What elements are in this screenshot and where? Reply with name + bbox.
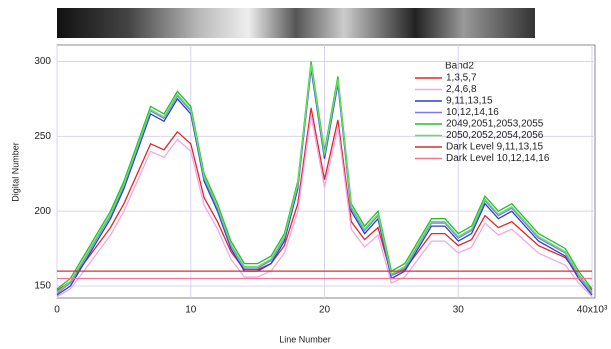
y-tick-label: 250 <box>34 131 51 142</box>
legend-label: 2,4,6,8 <box>446 84 477 95</box>
x-tick-label: 20 <box>319 305 331 316</box>
legend-title: Band2 <box>445 61 474 72</box>
y-tick-label: 300 <box>34 56 51 67</box>
legend-label: Dark Level 10,12,14,16 <box>446 153 550 164</box>
legend-label: 10,12,14,16 <box>446 107 499 118</box>
y-tick-label: 150 <box>34 281 51 292</box>
x-tick-label: 30 <box>453 305 465 316</box>
legend-label: 1,3,5,7 <box>446 73 477 84</box>
legend-label: Dark Level 9,11,13,15 <box>446 142 544 153</box>
y-tick-label: 200 <box>34 206 51 217</box>
chart: Line Number Digital Number Band2 1502002… <box>0 0 611 349</box>
legend-label: 2049,2051,2053,2055 <box>446 119 544 130</box>
legend-label: 9,11,13,15 <box>446 96 493 107</box>
x-tick-label: 10 <box>185 305 197 316</box>
image-strip <box>57 8 535 38</box>
x-axis-label: Line Number <box>279 334 331 344</box>
x-tick-label: 40x10³ <box>577 305 608 316</box>
x-tick-label: 0 <box>54 305 60 316</box>
y-axis-label: Digital Number <box>10 142 20 202</box>
legend-label: 2050,2052,2054,2056 <box>446 130 544 141</box>
